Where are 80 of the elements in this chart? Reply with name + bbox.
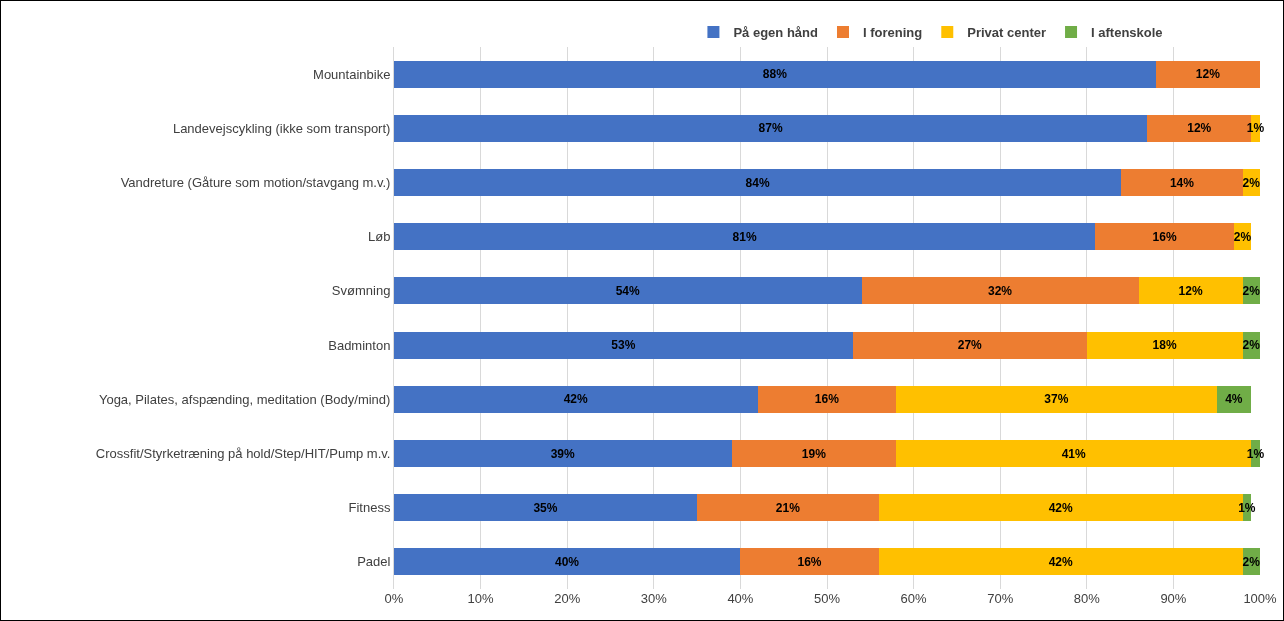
bar [1086, 331, 1243, 359]
bar [1095, 223, 1235, 251]
data-label: 88% [762, 67, 788, 82]
x-tick-label: 40% [727, 591, 754, 606]
y-tick-label: Mountainbike [313, 66, 391, 82]
data-label: 42% [1048, 500, 1073, 515]
data-label: 87% [758, 121, 783, 136]
data-label: 42% [1048, 554, 1073, 569]
bar [852, 331, 1087, 359]
data-label: 35% [533, 500, 558, 515]
data-label: 42% [563, 392, 589, 407]
bar [394, 223, 1096, 251]
data-label: 21% [775, 500, 801, 515]
data-label: 19% [801, 446, 827, 461]
legend-label: På egen hånd [733, 25, 818, 41]
bar [394, 168, 1122, 197]
x-tick-label: 60% [900, 591, 928, 606]
data-label: 27% [957, 338, 983, 353]
data-label: 39% [550, 446, 576, 461]
legend-label: I forening [863, 25, 923, 41]
legend-label: I aftenskole [1091, 25, 1163, 41]
data-label: 14% [1169, 175, 1195, 190]
data-label: 53% [611, 338, 636, 353]
x-tick-label: 70% [987, 591, 1014, 606]
data-label: 54% [615, 283, 640, 298]
bar [697, 494, 879, 522]
y-tick-label: Padel [357, 554, 391, 570]
data-label: 12% [1178, 283, 1203, 298]
bar [878, 548, 1243, 576]
x-tick-label: 90% [1160, 591, 1187, 606]
data-label: 37% [1044, 392, 1069, 407]
data-label: 16% [1152, 229, 1177, 244]
bar [394, 494, 698, 522]
y-tick-label: Fitness [348, 500, 391, 516]
bar [394, 114, 1148, 142]
data-label: 12% [1195, 67, 1221, 82]
y-tick-label: Svømning [331, 283, 391, 299]
data-label: 2% [1242, 554, 1261, 569]
data-label: 81% [732, 229, 757, 244]
y-tick-label: Badminton [328, 337, 391, 353]
bar [861, 277, 1139, 305]
bar [394, 277, 862, 305]
x-tick-label: 80% [1073, 591, 1101, 606]
bar [394, 331, 853, 359]
bar [1156, 60, 1260, 88]
x-tick-label: 30% [640, 591, 668, 606]
bar [394, 439, 732, 468]
y-tick-label: Yoga, Pilates, afspænding, meditation (Body/mind) [98, 391, 391, 407]
data-label: 16% [814, 392, 840, 407]
data-label: 41% [1061, 446, 1086, 461]
data-label: 16% [797, 554, 822, 569]
bar [1138, 277, 1243, 305]
x-tick-label: 50% [813, 591, 841, 606]
y-tick-label: Crossfit/Styrketræning på hold/Step/HIT/Pump m.v. [95, 446, 391, 462]
bar [896, 385, 1217, 413]
data-label: 40% [555, 554, 580, 569]
x-tick-label: 100% [1243, 591, 1278, 606]
data-label: 2% [1242, 175, 1261, 190]
data-label: 4% [1225, 392, 1243, 407]
y-tick-label: Landevejscykling (ikke som transport) [172, 120, 391, 136]
legend-label: Privat center [967, 25, 1047, 41]
data-label: 2% [1233, 229, 1252, 244]
y-tick-label: Vandreture (Gåture som motion/stavgang m.v.) [120, 175, 391, 191]
bar [740, 548, 879, 576]
data-label: 32% [988, 283, 1013, 298]
bar [394, 548, 741, 576]
bar [394, 385, 758, 413]
x-tick-label: 20% [554, 591, 581, 606]
x-tick-label: 10% [467, 591, 495, 606]
x-tick-label: 0% [384, 591, 404, 606]
data-label: 84% [745, 175, 770, 190]
bar [394, 60, 1157, 88]
data-label: 18% [1152, 338, 1177, 353]
data-label: 2% [1242, 338, 1261, 353]
data-label: 2% [1242, 283, 1261, 298]
bar [757, 385, 897, 413]
y-tick-label: Løb [367, 229, 391, 245]
data-label: 12% [1187, 121, 1212, 136]
bar [1121, 168, 1243, 197]
bar [731, 439, 897, 468]
